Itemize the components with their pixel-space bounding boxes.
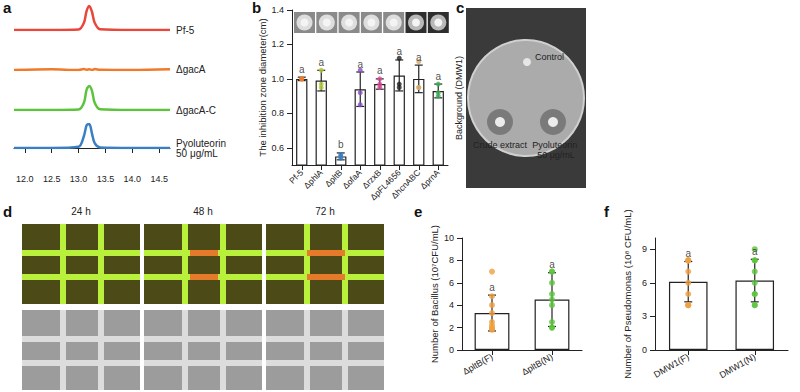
svg-text:50 μg/mL: 50 μg/mL [537,150,575,160]
svg-text:12.0: 12.0 [16,174,34,184]
svg-text:Number of Bacillus (10⁷CFU/mL): Number of Bacillus (10⁷CFU/mL) [429,225,440,363]
svg-text:0: 0 [642,345,647,355]
svg-text:DMW1(N): DMW1(N) [718,352,758,381]
svg-text:1.2: 1.2 [271,39,284,49]
svg-text:Pyoluteorin: Pyoluteorin [532,140,580,150]
svg-text:Control: Control [535,52,564,62]
svg-text:14.5: 14.5 [150,174,168,184]
svg-text:DMW1(F): DMW1(F) [652,352,691,380]
svg-text:a: a [318,57,324,68]
svg-text:8: 8 [449,255,454,265]
svg-text:a: a [396,46,402,57]
svg-text:ΔpFL4656: ΔpFL4656 [368,167,403,203]
svg-text:ΔhcnABC: ΔhcnABC [389,167,423,201]
svg-text:d: d [3,203,12,220]
svg-text:ΔgacA-C: ΔgacA-C [176,105,216,116]
svg-text:f: f [604,203,610,220]
svg-text:ΔrzxB: ΔrzxB [360,167,384,191]
svg-text:0.8: 0.8 [271,108,284,118]
svg-text:ΔpltB(N): ΔpltB(N) [520,352,554,378]
svg-text:a: a [416,52,422,63]
svg-text:ΔpltB: ΔpltB [322,167,345,189]
svg-text:13.0: 13.0 [70,174,88,184]
svg-text:a: a [3,0,12,16]
svg-text:Background (DMW1): Background (DMW1) [454,56,464,140]
svg-text:a: a [377,65,383,76]
svg-text:a: a [489,282,495,293]
svg-text:a: a [685,248,691,259]
svg-text:24 h: 24 h [71,206,90,217]
svg-text:a: a [549,259,555,270]
svg-text:a: a [435,71,441,82]
svg-text:12.5: 12.5 [43,174,61,184]
svg-text:1.0: 1.0 [271,74,284,84]
svg-text:a: a [752,246,758,257]
svg-text:e: e [414,203,422,220]
svg-text:Crude extract: Crude extract [473,140,528,150]
svg-text:3: 3 [642,311,647,321]
svg-text:ΔofaA: ΔofaA [340,167,364,191]
svg-text:Number of Pseudomonas (10⁸ CFU: Number of Pseudomonas (10⁸ CFU/mL) [622,209,633,378]
svg-text:c: c [456,0,464,16]
svg-text:1.4: 1.4 [271,5,284,15]
svg-text:ΔgacA: ΔgacA [176,64,206,75]
svg-text:13.5: 13.5 [97,174,115,184]
svg-text:14.0: 14.0 [124,174,142,184]
svg-text:0: 0 [449,345,454,355]
svg-text:a: a [357,59,363,70]
svg-text:4: 4 [449,300,454,310]
svg-text:The inhibition zone diameter(c: The inhibition zone diameter(cm) [257,18,268,156]
svg-text:9: 9 [642,244,647,254]
svg-text:Pyoluteorin: Pyoluteorin [176,137,229,149]
svg-text:72 h: 72 h [315,206,334,217]
svg-text:2: 2 [449,323,454,333]
svg-text:48 h: 48 h [193,206,212,217]
svg-text:Pf-5: Pf-5 [287,167,306,186]
svg-text:ΔphlA: ΔphlA [302,167,325,190]
svg-text:ΔpltB(F): ΔpltB(F) [461,352,495,377]
svg-text:b: b [338,139,344,150]
svg-text:ΔprnA: ΔprnA [418,167,442,191]
svg-text:0.6: 0.6 [271,143,284,153]
svg-text:6: 6 [642,278,647,288]
svg-text:Pf-5: Pf-5 [176,25,195,36]
svg-text:a: a [299,64,305,75]
svg-text:b: b [252,0,261,16]
svg-text:6: 6 [449,278,454,288]
svg-text:10: 10 [444,233,454,243]
svg-text:50 μg/mL: 50 μg/mL [176,148,218,159]
